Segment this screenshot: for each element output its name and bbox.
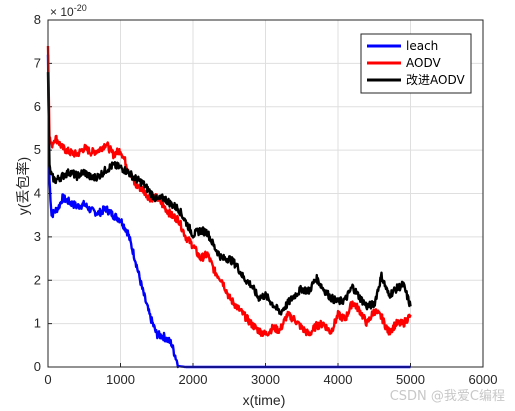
x-tick-label: 0 bbox=[44, 372, 51, 387]
x-axis-label: x(time) bbox=[243, 392, 286, 408]
y-axis-label: y(丢包率) bbox=[15, 157, 31, 215]
y-tick-label: 7 bbox=[34, 55, 41, 70]
y-tick-label: 0 bbox=[34, 359, 41, 374]
tick-labels: 0 1000 2000 3000 4000 5000 6000 0 1 2 3 4 5 6 7 8 bbox=[34, 12, 498, 387]
legend-entry: 改进AODV bbox=[406, 73, 465, 87]
watermark: CSDN @我爱C编程 bbox=[390, 389, 505, 404]
legend: leach AODV 改进AODV bbox=[360, 33, 472, 94]
y-tick-label: 1 bbox=[34, 316, 41, 331]
axes-box bbox=[47, 19, 484, 368]
x-tick-label: 3000 bbox=[251, 372, 280, 387]
y-tick-label: 6 bbox=[34, 99, 41, 114]
x-tick-label: 2000 bbox=[179, 372, 208, 387]
y-tick-label: 4 bbox=[34, 186, 41, 201]
legend-entry: AODV bbox=[406, 56, 441, 70]
legend-entry: leach bbox=[406, 39, 438, 53]
series-line-3 bbox=[46, 72, 412, 316]
y-tick-label: 8 bbox=[34, 12, 41, 27]
x-tick-label: 4000 bbox=[324, 372, 353, 387]
axes bbox=[47, 19, 484, 368]
x-tick-label: 5000 bbox=[396, 372, 425, 387]
y-tick-label: 5 bbox=[34, 142, 41, 157]
y-axis-exponent: × 10-20 bbox=[50, 3, 87, 19]
y-tick-label: 2 bbox=[34, 272, 41, 287]
y-tick-label: 3 bbox=[34, 229, 41, 244]
series-line-2 bbox=[46, 45, 412, 337]
x-tick-label: 1000 bbox=[106, 372, 135, 387]
x-tick-label: 6000 bbox=[469, 372, 498, 387]
